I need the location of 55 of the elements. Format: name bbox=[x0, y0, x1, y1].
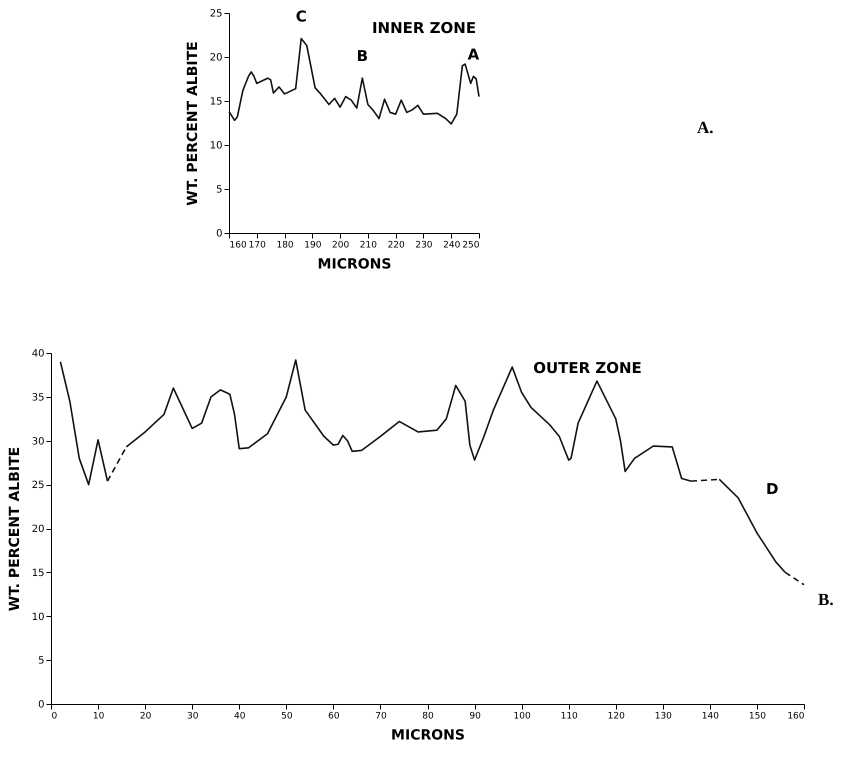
annotation: A bbox=[468, 45, 480, 64]
x-tick-label: 240 bbox=[443, 240, 461, 250]
y-tick-label: 0 bbox=[216, 228, 222, 240]
chart-title: OUTER ZONE bbox=[533, 359, 642, 377]
x-tick-label: 160 bbox=[230, 240, 247, 250]
x-tick-label: 250 bbox=[462, 240, 480, 250]
y-tick-label: 40 bbox=[32, 348, 44, 360]
x-tick-label: 0 bbox=[52, 712, 58, 722]
y-tick-label: 10 bbox=[32, 612, 44, 623]
x-tick-label: 50 bbox=[281, 712, 293, 722]
x-tick-label: 60 bbox=[328, 712, 340, 722]
line-series bbox=[228, 38, 480, 125]
text: A. bbox=[697, 118, 714, 138]
x-tick-label: 20 bbox=[140, 712, 152, 722]
x-tick-label: 40 bbox=[234, 712, 246, 722]
x-tick-label: 140 bbox=[702, 712, 720, 722]
x-tick-label: 120 bbox=[608, 712, 626, 722]
x-tick-label: 160 bbox=[787, 712, 805, 722]
x-tick-label: 90 bbox=[469, 712, 482, 722]
x-tick-label: 220 bbox=[388, 240, 406, 250]
x-axis-title: MICRONS bbox=[391, 728, 465, 744]
annotation: C bbox=[296, 8, 307, 26]
x-tick-label: 190 bbox=[304, 240, 322, 250]
x-tick-label: 70 bbox=[375, 712, 387, 722]
x-tick-label: 210 bbox=[360, 240, 378, 250]
x-tick-label: 10 bbox=[92, 712, 105, 722]
y-tick-label: 10 bbox=[210, 140, 222, 152]
y-tick-label: 25 bbox=[210, 8, 222, 20]
y-tick-label: 5 bbox=[38, 656, 44, 667]
x-tick-label: 170 bbox=[248, 240, 266, 250]
text: B. bbox=[818, 590, 834, 610]
y-tick-label: 0 bbox=[38, 700, 44, 710]
y-tick-label: 5 bbox=[216, 184, 222, 196]
y-tick-label: 20 bbox=[32, 524, 44, 535]
x-tick-label: 150 bbox=[748, 712, 766, 722]
y-axis-title: WT. PERCENT ALBITE bbox=[184, 41, 201, 206]
annotation: B bbox=[356, 47, 368, 66]
annotation: D bbox=[766, 480, 778, 498]
y-tick-label: 35 bbox=[32, 392, 44, 404]
x-tick-label: 230 bbox=[415, 240, 433, 250]
y-axis-title: WT. PERCENT ALBITE bbox=[6, 446, 23, 612]
chart-title: INNER ZONE bbox=[372, 19, 476, 37]
y-tick-label: 15 bbox=[210, 96, 222, 108]
x-tick-label: 200 bbox=[332, 240, 350, 250]
y-tick-label: 30 bbox=[32, 436, 44, 448]
y-tick-label: 20 bbox=[210, 52, 222, 64]
y-tick-label: 25 bbox=[32, 480, 44, 492]
x-axis-title: MICRONS bbox=[318, 256, 392, 272]
x-tick-label: 130 bbox=[654, 712, 672, 722]
y-tick-label: 15 bbox=[32, 568, 44, 579]
x-tick-label: 30 bbox=[186, 712, 199, 722]
x-tick-label: 80 bbox=[422, 712, 434, 722]
x-tick-label: 110 bbox=[560, 712, 578, 722]
x-tick-label: 180 bbox=[276, 240, 294, 250]
x-tick-label: 100 bbox=[514, 712, 531, 722]
